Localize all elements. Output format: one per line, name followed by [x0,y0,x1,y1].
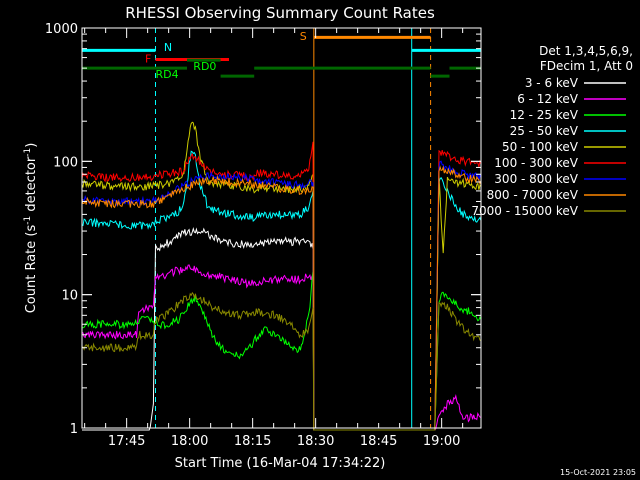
legend-label: 300 - 800 keV [494,172,578,186]
legend: Det 1,3,4,5,6,9, FDecim 1, Att 0 3 - 6 k… [471,44,633,218]
series-line-3-6-kev [82,226,315,431]
annotation-f: F [145,53,151,66]
plot-frame [81,27,482,429]
y-tick-label: 100 [53,155,78,170]
y-label-part2: detector [24,156,39,216]
chart-title: RHESSI Observing Summary Count Rates [125,4,435,22]
x-tick-label: 18:45 [360,434,397,449]
annotation-n: N [164,41,172,54]
annotation-rd4: RD4 [156,68,179,81]
legend-header-line2: FDecim 1, Att 0 [540,59,633,73]
y-tick-label: 10 [61,289,78,304]
y-label-exponent2: -1 [23,148,33,157]
plot-area: NF RD0 RD4 S [81,28,482,431]
y-tick-label: 1 [70,422,78,437]
y-label-close: ) [24,143,39,148]
legend-header-line1: Det 1,3,4,5,6,9, [539,44,633,58]
x-tick-label: 19:00 [423,434,460,449]
y-tick-label: 1000 [45,22,78,37]
y-label-exponent: -1 [23,216,33,225]
legend-label: 25 - 50 keV [510,124,579,138]
x-tick-label: 18:15 [234,434,271,449]
legend-label: 6 - 12 keV [517,92,579,106]
annotation-s: S [300,30,307,43]
series-line-7000-15000-kev [81,291,482,431]
legend-label: 12 - 25 keV [510,108,579,122]
annotation-rd0: RD0 [193,60,216,73]
x-axis-label: Start Time (16-Mar-04 17:34:22) [175,456,386,471]
x-tick-label: 18:00 [171,434,208,449]
legend-label: 800 - 7000 keV [487,188,579,202]
y-axis: 1 10 100 1000 [45,22,481,437]
y-label-part: Count Rate (s [24,225,39,314]
legend-label: 3 - 6 keV [525,76,579,90]
x-tick-label: 18:30 [297,434,334,449]
footer-timestamp: 15-Oct-2021 23:05 [560,468,636,477]
legend-label: 100 - 300 keV [494,156,578,170]
y-axis-label: Count Rate (s-1 detector-1) [23,143,39,314]
legend-label: 7000 - 15000 keV [471,204,578,218]
legend-label: 50 - 100 keV [502,140,579,154]
x-axis: 17:45 18:00 18:15 18:30 18:45 19:00 [84,28,464,449]
x-tick-label: 17:45 [108,434,145,449]
